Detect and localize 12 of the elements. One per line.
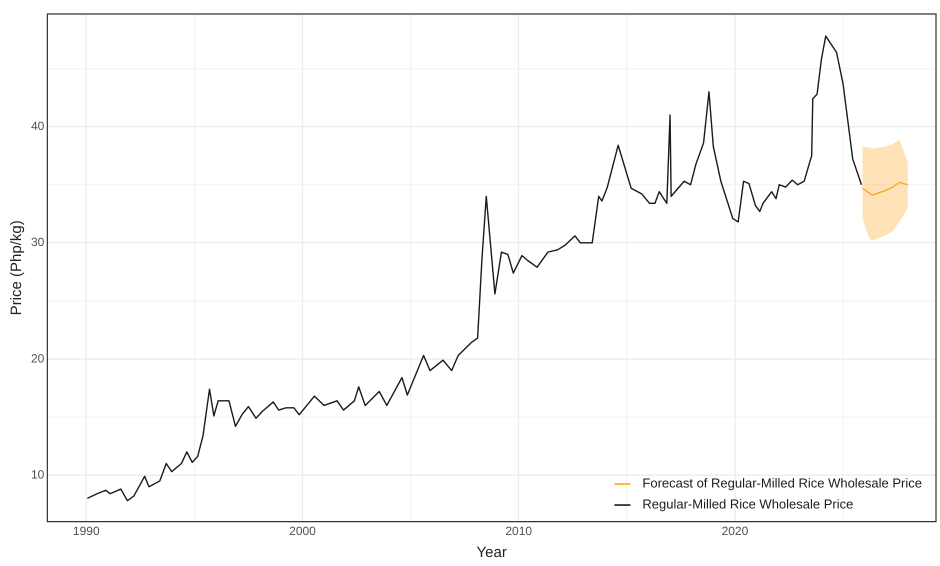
x-tick-label: 2000	[289, 524, 316, 538]
y-tick-label: 20	[30, 351, 45, 366]
y-tick-label: 40	[30, 118, 45, 133]
y-axis-title: Price (Php/kg)	[8, 220, 26, 316]
y-tick-label: 10	[30, 467, 45, 482]
x-tick-label: 2010	[505, 524, 532, 538]
legend-label: Regular-Milled Rice Wholesale Price	[642, 496, 854, 512]
y-tick-label: 30	[30, 235, 45, 250]
x-tick-label: 1990	[72, 524, 100, 538]
x-axis-title: Year	[476, 544, 507, 562]
legend-label: Forecast of Regular-Milled Rice Wholesale Price	[642, 476, 922, 491]
x-tick-label: 2020	[722, 524, 749, 538]
